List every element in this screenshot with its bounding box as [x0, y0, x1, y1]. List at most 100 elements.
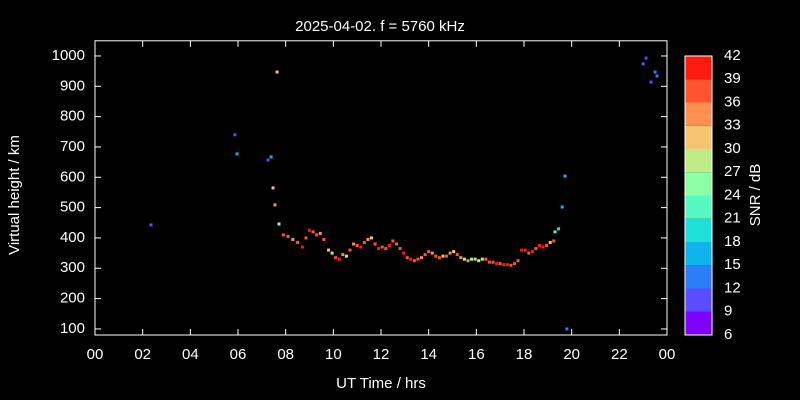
x-tick-label: 18 — [516, 346, 533, 363]
x-axis-label: UT Time / hrs — [336, 375, 426, 392]
colorbar-tick-label: 36 — [724, 93, 741, 110]
echo-point — [434, 254, 438, 258]
colorbar-block — [685, 265, 712, 289]
echo-point — [445, 254, 449, 258]
echo-point — [271, 186, 275, 190]
colorbar-block — [685, 218, 712, 242]
echo-point — [366, 237, 370, 241]
colorbar-block — [685, 195, 712, 219]
echo-point — [300, 245, 304, 249]
x-tick-label: 00 — [87, 346, 104, 363]
echo-point — [548, 240, 552, 244]
echo-point — [269, 155, 273, 159]
colorbar-tick-label: 9 — [724, 303, 732, 320]
colorbar-block — [685, 79, 712, 103]
echo-point — [359, 245, 363, 249]
echo-point — [391, 239, 395, 243]
echo-point — [304, 236, 308, 240]
colorbar-block — [685, 288, 712, 312]
colorbar-tick-label: 27 — [724, 163, 741, 180]
colorbar-block — [685, 56, 712, 80]
echo-point — [473, 257, 477, 261]
echo-point — [523, 248, 527, 252]
colorbar-tick-label: 21 — [724, 210, 741, 227]
y-tick-label: 900 — [60, 77, 85, 94]
echo-point — [430, 251, 434, 255]
colorbar-tick-label: 6 — [724, 326, 732, 343]
colorbar-tick-label: 15 — [724, 256, 741, 273]
echo-point — [362, 240, 366, 244]
echo-point — [318, 231, 322, 235]
x-tick-label: 08 — [277, 346, 294, 363]
echo-point — [495, 262, 499, 266]
x-tick-label: 02 — [134, 346, 151, 363]
echo-point — [149, 223, 153, 227]
echo-point — [545, 244, 549, 248]
y-axis-label: Virtual height / km — [6, 135, 23, 255]
colorbar-label: SNR / dB — [747, 164, 764, 227]
y-tick-label: 600 — [60, 168, 85, 185]
echo-point — [352, 242, 356, 246]
colorbar-block — [685, 311, 712, 335]
echo-point — [527, 251, 531, 255]
echo-point — [437, 256, 441, 260]
echo-point — [341, 253, 345, 257]
y-tick-label: 300 — [60, 259, 85, 276]
x-tick-label: 16 — [468, 346, 485, 363]
colorbar-block — [685, 172, 712, 196]
echo-point — [402, 251, 406, 255]
plot-frame — [94, 40, 668, 336]
echo-point — [296, 240, 300, 244]
echo-point — [291, 237, 295, 241]
echo-point — [530, 250, 534, 254]
y-tick-label: 1000 — [52, 47, 85, 64]
echo-point — [281, 233, 285, 237]
y-tick-label: 400 — [60, 229, 85, 246]
echo-point — [355, 244, 359, 248]
colorbar-tick-label: 12 — [724, 279, 741, 296]
echo-point — [644, 56, 648, 60]
echo-point — [553, 230, 557, 234]
echo-point — [462, 257, 466, 261]
colorbar-tick-label: 30 — [724, 140, 741, 157]
x-tick-label: 10 — [325, 346, 342, 363]
echo-point — [266, 158, 270, 162]
echo-point — [487, 260, 491, 264]
colorbar-block — [685, 102, 712, 126]
echo-point — [398, 247, 402, 251]
y-tick-label: 700 — [60, 138, 85, 155]
echo-point — [420, 256, 424, 260]
echo-point — [273, 203, 277, 207]
echo-point — [233, 133, 237, 137]
echo-point — [308, 228, 311, 232]
echo-point — [491, 260, 495, 264]
echo-point — [275, 70, 279, 74]
echo-point — [563, 174, 567, 178]
echo-point — [459, 256, 463, 260]
echo-point — [337, 257, 341, 261]
echo-point — [277, 222, 281, 226]
echo-point — [348, 248, 352, 252]
echo-point — [441, 254, 445, 258]
echo-point — [505, 263, 509, 267]
echo-point — [330, 251, 334, 255]
echo-point — [466, 259, 470, 263]
echo-point — [235, 152, 239, 156]
echo-point — [534, 247, 538, 251]
colorbar-tick-label: 42 — [724, 47, 741, 64]
echo-point — [373, 242, 377, 246]
echo-point — [423, 253, 427, 257]
echo-point — [452, 250, 456, 254]
echo-point — [655, 74, 659, 78]
echo-point — [387, 244, 391, 248]
echo-point — [315, 233, 319, 237]
y-tick-label: 100 — [60, 320, 85, 337]
echo-point — [286, 234, 290, 238]
y-tick-label: 500 — [60, 199, 85, 216]
echo-point — [537, 244, 541, 248]
echo-point — [557, 227, 561, 231]
colorbar-tick-label: 24 — [724, 186, 741, 203]
echo-point — [455, 253, 459, 257]
x-tick-label: 20 — [563, 346, 580, 363]
